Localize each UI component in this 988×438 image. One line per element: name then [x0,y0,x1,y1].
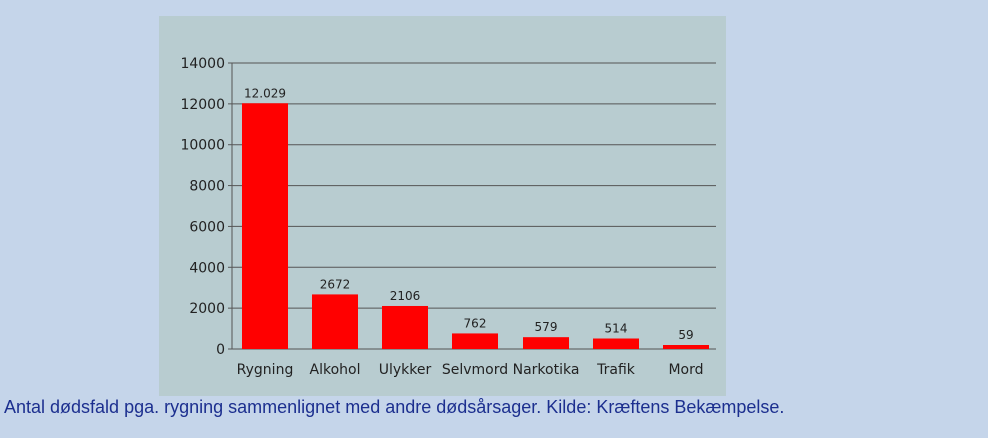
bar-value-label: 2672 [320,277,351,291]
x-category-label: Ulykker [379,362,432,378]
x-category-label: Selvmord [442,362,508,378]
bar [242,103,288,350]
bar [663,345,709,349]
bar-chart: 0 2000 4000 6000 8000 10000 12000 14000 12.029 Ry… [159,16,726,396]
x-category-label: Mord [668,362,703,378]
bar [452,333,498,349]
x-category-label: Rygning [237,362,294,378]
bar [523,337,569,349]
bar-value-label: 12.029 [244,86,286,100]
x-category-label: Trafik [596,362,636,378]
chart-panel: 0 2000 4000 6000 8000 10000 12000 14000 12.029 Ry… [159,16,726,396]
bar [382,305,428,349]
y-tick-label: 6000 [189,219,225,235]
bar-value-label: 59 [678,328,693,342]
bar-value-label: 2106 [390,289,421,303]
y-tick-label: 4000 [189,260,225,276]
x-category-label: Alkohol [310,362,361,378]
x-category-label: Narkotika [513,362,580,378]
y-tick-label: 10000 [180,138,225,154]
y-tick-label: 14000 [180,56,225,72]
bar-value-label: 762 [464,316,487,330]
bar [593,338,639,349]
y-tick-label: 0 [216,342,225,358]
figure-caption: Antal dødsfald pga. rygning sammenlignet… [4,397,785,417]
bar [312,294,358,349]
y-tick-label: 2000 [189,301,225,317]
y-tick-label: 12000 [180,97,225,113]
bar-value-label: 514 [605,321,628,335]
y-tick-label: 8000 [189,179,225,195]
bar-value-label: 579 [535,320,558,334]
